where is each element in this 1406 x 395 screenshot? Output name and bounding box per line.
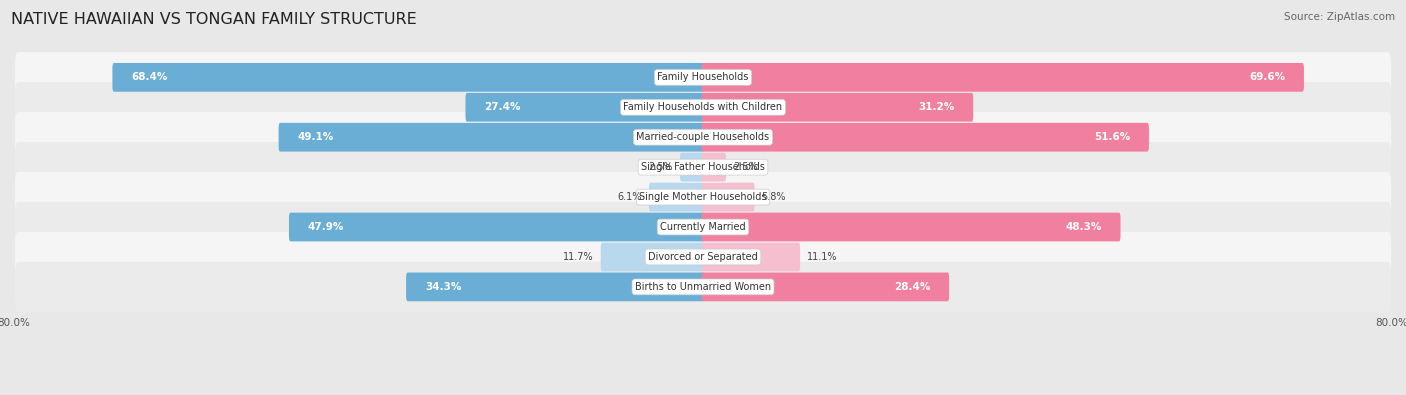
Text: 80.0%: 80.0%	[1375, 318, 1406, 328]
Text: 49.1%: 49.1%	[298, 132, 333, 142]
Text: Family Households with Children: Family Households with Children	[623, 102, 783, 112]
FancyBboxPatch shape	[600, 243, 704, 271]
FancyBboxPatch shape	[15, 82, 1391, 132]
Text: 28.4%: 28.4%	[894, 282, 931, 292]
Text: 80.0%: 80.0%	[0, 318, 31, 328]
Text: 2.5%: 2.5%	[648, 162, 673, 172]
FancyBboxPatch shape	[702, 153, 725, 182]
FancyBboxPatch shape	[15, 202, 1391, 252]
FancyBboxPatch shape	[702, 243, 800, 271]
Text: 69.6%: 69.6%	[1249, 72, 1285, 82]
FancyBboxPatch shape	[112, 63, 704, 92]
Text: 51.6%: 51.6%	[1094, 132, 1130, 142]
Text: 11.7%: 11.7%	[562, 252, 593, 262]
Text: 34.3%: 34.3%	[425, 282, 461, 292]
Text: 68.4%: 68.4%	[131, 72, 167, 82]
FancyBboxPatch shape	[15, 52, 1391, 102]
FancyBboxPatch shape	[702, 213, 1121, 241]
FancyBboxPatch shape	[278, 123, 704, 152]
FancyBboxPatch shape	[681, 153, 704, 182]
FancyBboxPatch shape	[702, 123, 1149, 152]
Text: Single Father Households: Single Father Households	[641, 162, 765, 172]
FancyBboxPatch shape	[15, 232, 1391, 282]
FancyBboxPatch shape	[465, 93, 704, 122]
FancyBboxPatch shape	[702, 273, 949, 301]
Text: 11.1%: 11.1%	[807, 252, 838, 262]
Text: 2.5%: 2.5%	[733, 162, 758, 172]
Text: 6.1%: 6.1%	[617, 192, 643, 202]
Text: 47.9%: 47.9%	[308, 222, 344, 232]
FancyBboxPatch shape	[406, 273, 704, 301]
FancyBboxPatch shape	[702, 183, 755, 211]
FancyBboxPatch shape	[702, 93, 973, 122]
Text: 31.2%: 31.2%	[918, 102, 955, 112]
Text: Divorced or Separated: Divorced or Separated	[648, 252, 758, 262]
FancyBboxPatch shape	[650, 183, 704, 211]
Text: 27.4%: 27.4%	[484, 102, 520, 112]
Text: 5.8%: 5.8%	[762, 192, 786, 202]
FancyBboxPatch shape	[15, 172, 1391, 222]
Text: Single Mother Households: Single Mother Households	[640, 192, 766, 202]
FancyBboxPatch shape	[702, 63, 1303, 92]
Text: NATIVE HAWAIIAN VS TONGAN FAMILY STRUCTURE: NATIVE HAWAIIAN VS TONGAN FAMILY STRUCTU…	[11, 12, 418, 27]
FancyBboxPatch shape	[15, 262, 1391, 312]
Text: Births to Unmarried Women: Births to Unmarried Women	[636, 282, 770, 292]
Text: Source: ZipAtlas.com: Source: ZipAtlas.com	[1284, 12, 1395, 22]
FancyBboxPatch shape	[290, 213, 704, 241]
FancyBboxPatch shape	[15, 142, 1391, 192]
Text: Married-couple Households: Married-couple Households	[637, 132, 769, 142]
Text: Currently Married: Currently Married	[661, 222, 745, 232]
Text: Family Households: Family Households	[658, 72, 748, 82]
FancyBboxPatch shape	[15, 112, 1391, 162]
Text: 48.3%: 48.3%	[1066, 222, 1102, 232]
